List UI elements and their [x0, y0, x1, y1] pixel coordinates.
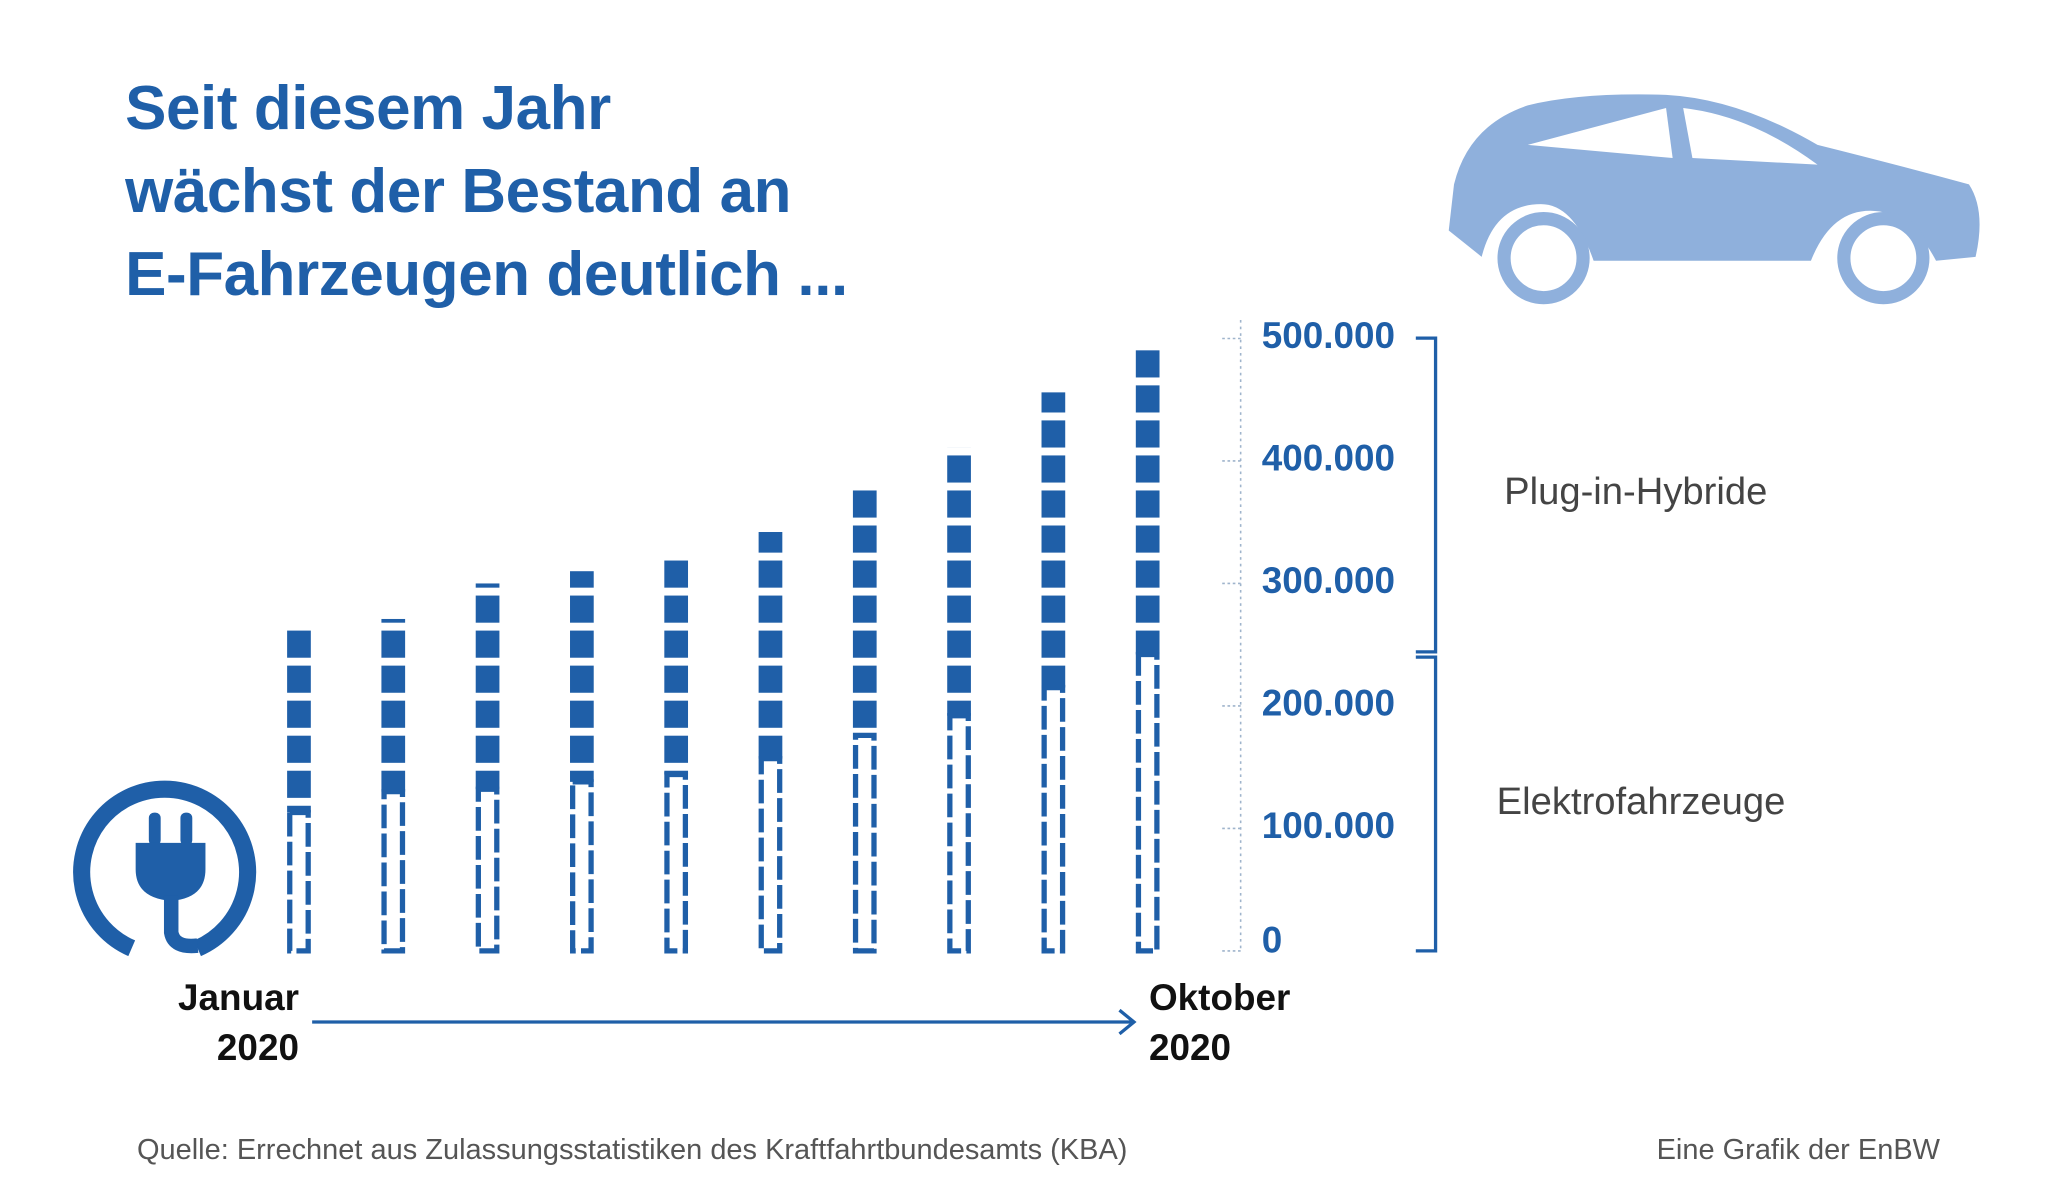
legend-label: Elektrofahrzeuge	[1497, 780, 1786, 823]
bar-elektro	[287, 809, 311, 954]
bar-plugin	[758, 532, 783, 759]
x-category-label: Oktober 2020	[1148, 977, 1291, 1069]
bracket-plugin	[1415, 336, 1438, 654]
bar-elektro	[1135, 651, 1160, 954]
bar-elektro	[664, 771, 689, 954]
bar-plugin	[947, 447, 971, 716]
y-tick-label: 300.000	[1262, 560, 1395, 601]
bracket-elektro	[1415, 655, 1438, 953]
source: Quelle: Errechnet aus Zulassungsstatisti…	[136, 1132, 1128, 1166]
bar-plugin	[1041, 392, 1066, 688]
bar-elektro	[570, 779, 594, 954]
bar-elektro	[758, 755, 783, 954]
y-tick-label: 400.000	[1262, 438, 1395, 479]
bar-plugin	[1135, 343, 1160, 655]
y-tick-label: 200.000	[1262, 683, 1395, 724]
y-tick-label: 100.000	[1262, 805, 1395, 846]
y-tick-label: 500.000	[1262, 315, 1395, 356]
title: Seit diesem Jahr wächst der Bestand an E…	[125, 72, 848, 309]
bar-plugin	[287, 629, 311, 813]
bar-elektro	[381, 789, 406, 954]
bar-plugin	[852, 487, 877, 736]
plug-icon	[73, 780, 257, 957]
bar-plugin	[570, 571, 594, 782]
bar-plugin	[381, 618, 406, 792]
legend-label: Plug-in-Hybride	[1504, 470, 1767, 513]
bar-elektro	[852, 732, 877, 954]
x-category-label: Januar 2020	[178, 977, 299, 1069]
bar-plugin	[664, 555, 689, 775]
car-icon	[1448, 94, 1980, 305]
bar-elektro	[947, 713, 971, 954]
bar-elektro	[475, 786, 500, 954]
time-arrow	[312, 1008, 1137, 1036]
bar-plugin	[475, 583, 500, 790]
y-tick-label: 0	[1262, 920, 1283, 961]
bar-elektro	[1041, 684, 1066, 954]
credit: Eine Grafik der EnBW	[1656, 1132, 1940, 1166]
